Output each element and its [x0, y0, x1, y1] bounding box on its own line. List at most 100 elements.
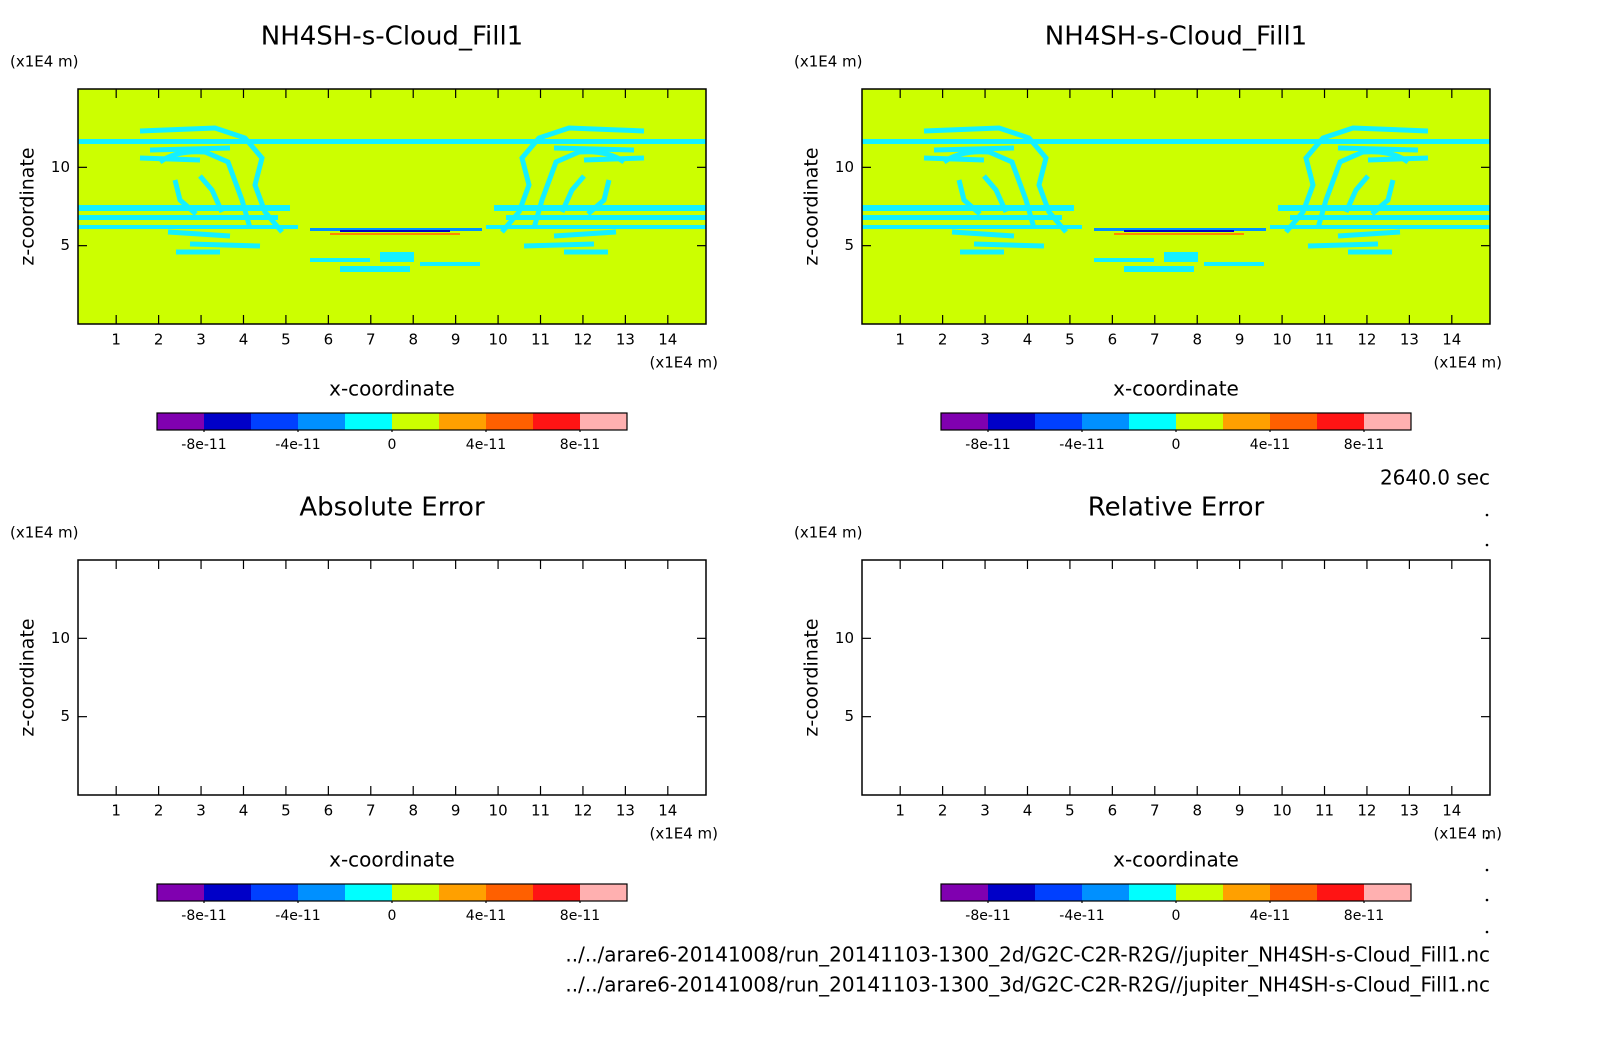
x-axis-label: x-coordinate [1113, 377, 1239, 401]
x-unit: (x1E4 m) [649, 825, 718, 843]
x-tick-label: 7 [1150, 802, 1160, 820]
colorbar-box [1223, 413, 1270, 430]
y-tick-label: 5 [60, 707, 70, 725]
x-tick-label: 5 [1065, 331, 1075, 349]
x-tick-label: 5 [281, 802, 291, 820]
x-tick-label: 9 [451, 802, 461, 820]
x-tick-label: 7 [366, 802, 376, 820]
x-tick-label: 6 [324, 331, 334, 349]
colorbar-box [533, 413, 580, 430]
colorbar-tick-label: 0 [388, 437, 397, 453]
time-label: 2640.0 sec [1380, 466, 1490, 490]
y-tick-label: 10 [835, 629, 854, 647]
colorbar-box [580, 884, 627, 901]
x-tick-label: 1 [111, 331, 121, 349]
y-unit: (x1E4 m) [794, 524, 863, 542]
colorbar-box [392, 413, 439, 430]
colorbar-box [1035, 884, 1082, 901]
panel-title: Absolute Error [299, 493, 485, 523]
x-tick-label: 14 [1442, 802, 1461, 820]
colorbar-tick-label: 8e-11 [1344, 437, 1384, 453]
contour-field [862, 89, 1490, 324]
contour-field [78, 89, 706, 324]
colorbar-box [1364, 413, 1411, 430]
colorbar-box [439, 413, 486, 430]
x-tick-label: 13 [616, 331, 635, 349]
x-tick-label: 4 [1023, 331, 1033, 349]
file-path: ../../arare6-20141008/run_20141103-1300_… [565, 973, 1490, 997]
x-tick-label: 12 [573, 331, 592, 349]
x-tick-label: 2 [938, 331, 948, 349]
y-tick-label: 5 [844, 236, 854, 254]
plot-frame [861, 88, 1491, 325]
colorbar-box [298, 884, 345, 901]
x-tick-label: 3 [980, 802, 990, 820]
x-tick-label: 14 [658, 802, 677, 820]
x-axis-label: x-coordinate [1113, 848, 1239, 872]
colorbar-tick-label: 4e-11 [466, 908, 506, 924]
x-tick-label: 1 [895, 802, 905, 820]
x-tick-label: 10 [489, 331, 508, 349]
x-tick-label: 7 [366, 331, 376, 349]
plot-frame [77, 88, 707, 325]
x-tick-label: 3 [196, 331, 206, 349]
colorbar-tick-label: -8e-11 [965, 437, 1010, 453]
colorbar-box [1035, 413, 1082, 430]
y-unit: (x1E4 m) [794, 53, 863, 71]
y-axis-label: z-coordinate [801, 147, 823, 265]
colorbar-box [392, 884, 439, 901]
x-tick-label: 2 [938, 802, 948, 820]
y-unit: (x1E4 m) [10, 524, 79, 542]
colorbar-box [204, 884, 251, 901]
x-tick-label: 6 [324, 802, 334, 820]
x-tick-label: 12 [1357, 802, 1376, 820]
panel-title: Relative Error [1088, 493, 1265, 523]
x-tick-label: 12 [1357, 331, 1376, 349]
colorbar-tick-label: -8e-11 [181, 437, 226, 453]
panel-title: NH4SH-s-Cloud_Fill1 [261, 22, 523, 52]
colorbar-tick-label: -8e-11 [965, 908, 1010, 924]
colorbar-tick-label: -4e-11 [275, 908, 320, 924]
colorbar-box [486, 884, 533, 901]
colorbar-box [1082, 884, 1129, 901]
colorbar-box [204, 413, 251, 430]
x-tick-label: 6 [1108, 802, 1118, 820]
colorbar-box [1317, 413, 1364, 430]
colorbar-box [1270, 884, 1317, 901]
colorbar-tick-label: 0 [1172, 908, 1181, 924]
colorbar-tick-label: 8e-11 [560, 437, 600, 453]
x-tick-label: 6 [1108, 331, 1118, 349]
colorbar-box [1176, 413, 1223, 430]
colorbar-box [988, 413, 1035, 430]
colorbar-tick-label: 4e-11 [1250, 908, 1290, 924]
colorbar-box [1317, 884, 1364, 901]
colorbar-box [1129, 413, 1176, 430]
colorbar-box [1176, 884, 1223, 901]
x-tick-label: 2 [154, 802, 164, 820]
y-tick-label: 5 [60, 236, 70, 254]
x-tick-label: 5 [281, 331, 291, 349]
y-axis-label: z-coordinate [17, 147, 39, 265]
colorbar-box [251, 413, 298, 430]
x-axis-label: x-coordinate [329, 377, 455, 401]
x-tick-label: 10 [489, 802, 508, 820]
x-tick-label: 3 [196, 802, 206, 820]
x-axis-label: x-coordinate [329, 848, 455, 872]
panel-title: NH4SH-s-Cloud_Fill1 [1045, 22, 1307, 52]
y-tick-label: 10 [51, 629, 70, 647]
x-tick-label: 9 [1235, 802, 1245, 820]
x-tick-label: 9 [1235, 331, 1245, 349]
colorbar-box [1129, 884, 1176, 901]
x-tick-label: 11 [531, 802, 550, 820]
colorbar-tick-label: 8e-11 [1344, 908, 1384, 924]
corner-dots [1485, 513, 1489, 934]
colorbar-box [941, 413, 988, 430]
file-path: ../../arare6-20141008/run_20141103-1300_… [565, 943, 1490, 967]
x-tick-label: 4 [1023, 802, 1033, 820]
x-tick-label: 11 [1315, 331, 1334, 349]
colorbar-tick-label: 0 [1172, 437, 1181, 453]
x-tick-label: 12 [573, 802, 592, 820]
colorbar-tick-label: -4e-11 [1059, 908, 1104, 924]
